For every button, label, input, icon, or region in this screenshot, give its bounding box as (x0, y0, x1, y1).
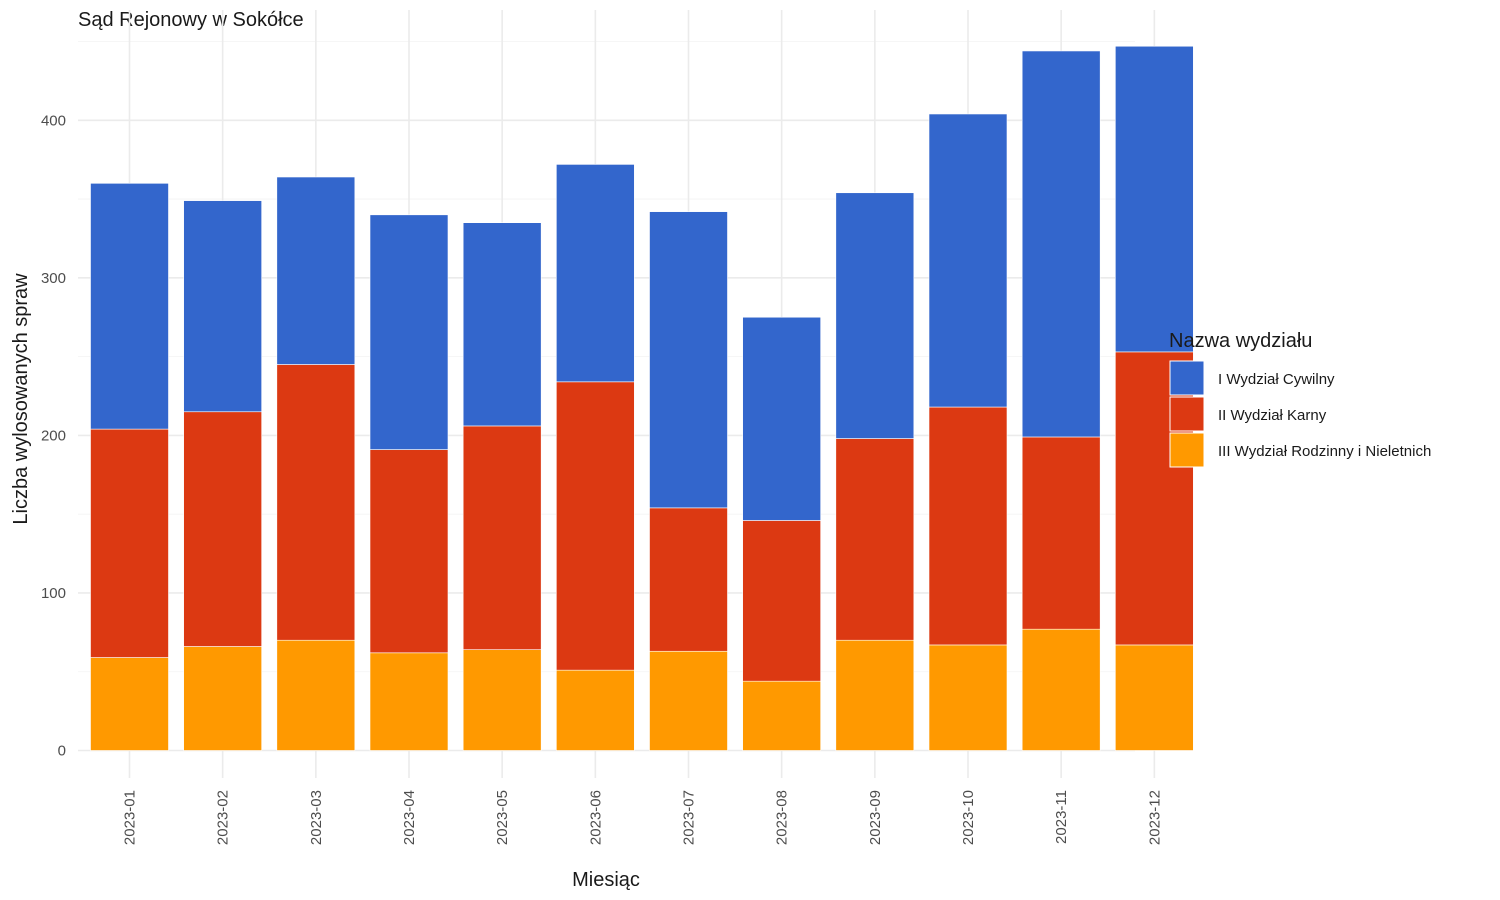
x-axis-ticks: 2023-01 2023-02 2023-03 2023-04 2023-05 2023-… (122, 790, 1164, 845)
bar-segment (556, 381, 635, 671)
bar-segment (835, 438, 915, 641)
legend-swatch (1169, 432, 1205, 468)
x-tick-label: 2023-02 (215, 790, 232, 845)
y-tick-label: 200 (41, 427, 66, 444)
bar-segment (1021, 50, 1101, 438)
x-axis-title: Miesiąc (572, 869, 640, 891)
x-tick-label: 2023-03 (308, 790, 325, 845)
y-tick-label: 0 (58, 743, 66, 760)
bar-segment (1115, 351, 1194, 646)
bar-segment (1115, 644, 1194, 751)
bar-segment (649, 650, 728, 751)
legend: Nazwa wydziału I Wydział Cywilny II Wydzi… (1169, 330, 1431, 468)
bar-segment (742, 520, 821, 682)
legend-label: I Wydział Cywilny (1218, 371, 1335, 388)
bar-segment (90, 657, 169, 751)
legend-label: II Wydział Karny (1218, 407, 1327, 424)
bar-segment (556, 669, 635, 751)
y-axis-ticks: 0 100 200 300 400 (41, 112, 66, 759)
bars (90, 45, 1194, 751)
bar-segment (369, 214, 449, 450)
bar-segment (369, 449, 449, 654)
y-tick-label: 100 (41, 585, 66, 602)
legend-swatch (1169, 360, 1205, 396)
x-tick-label: 2023-09 (867, 790, 884, 845)
bar-segment (276, 176, 356, 365)
bar-segment (556, 164, 635, 383)
bar-segment (649, 507, 728, 652)
bar-segment (90, 428, 169, 658)
x-tick-label: 2023-08 (774, 790, 791, 845)
x-tick-label: 2023-04 (401, 790, 418, 845)
bar-segment (462, 222, 542, 427)
bar-segment (742, 680, 821, 751)
bar-segment (462, 649, 542, 751)
bar-segment (742, 316, 821, 521)
bar-segment (183, 200, 262, 413)
bar-segment (835, 192, 915, 439)
y-axis-title: Liczba wylosowanych spraw (10, 273, 32, 525)
y-tick-label: 300 (41, 270, 66, 287)
bar-segment (835, 639, 915, 751)
bar-segment (183, 411, 262, 647)
bar-segment (928, 406, 1008, 646)
bar-segment (276, 364, 356, 641)
bar-segment (1115, 45, 1194, 353)
x-tick-label: 2023-12 (1146, 790, 1163, 845)
bar-segment (276, 639, 356, 751)
x-tick-label: 2023-05 (494, 790, 511, 845)
bar-segment (1021, 628, 1101, 751)
bar-segment (649, 211, 728, 509)
x-tick-label: 2023-11 (1053, 790, 1070, 844)
x-tick-label: 2023-01 (122, 790, 139, 845)
bar-segment (462, 425, 542, 650)
x-tick-label: 2023-07 (681, 790, 698, 845)
x-tick-label: 2023-06 (587, 790, 604, 845)
legend-items: I Wydział Cywilny II Wydział Karny III Wyd… (1169, 360, 1431, 468)
y-tick-label: 400 (41, 112, 66, 129)
legend-label: III Wydział Rodzinny i Nieletnich (1218, 443, 1431, 460)
bar-segment (928, 644, 1008, 751)
chart-title: Sąd Rejonowy w Sokółce (78, 9, 304, 31)
legend-title: Nazwa wydziału (1169, 330, 1312, 352)
legend-swatch (1169, 396, 1205, 432)
bar-segment (90, 183, 169, 430)
bar-segment (369, 652, 449, 751)
bar-segment (1021, 436, 1101, 630)
bar-segment (183, 646, 262, 751)
x-tick-label: 2023-10 (960, 790, 977, 845)
bar-segment (928, 113, 1008, 408)
